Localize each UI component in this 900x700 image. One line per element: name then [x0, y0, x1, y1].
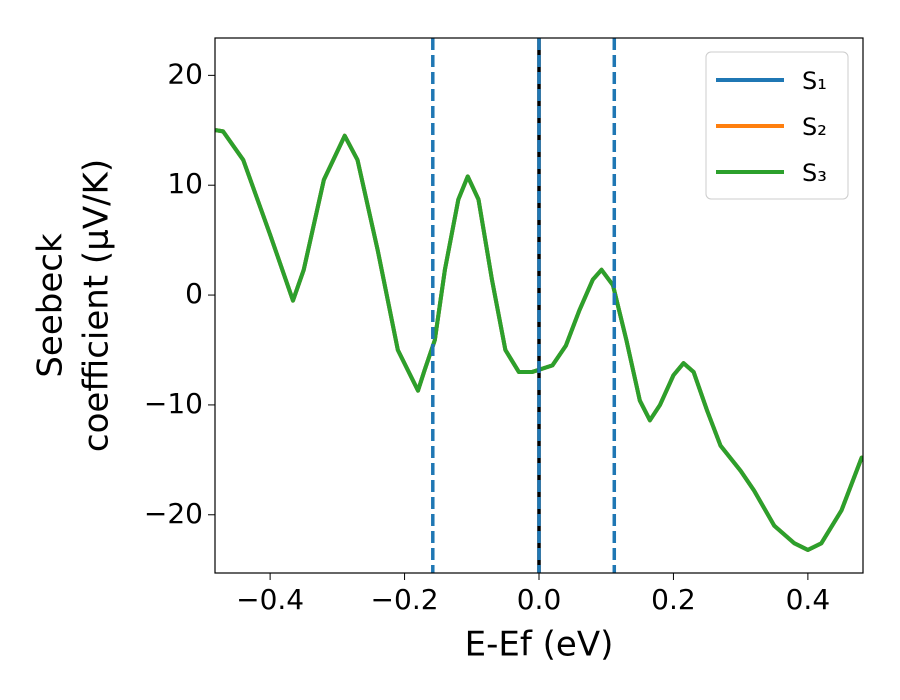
x-tick-label: 0.4	[786, 583, 831, 616]
y-tick-label: 0	[185, 277, 203, 310]
y-tick-label: 10	[167, 167, 203, 200]
plot-frame	[214, 37, 864, 574]
y-axis-label: coefficient (μV/K)	[77, 159, 117, 452]
x-tick-label: 0.0	[517, 583, 562, 616]
x-axis-label: E-Ef (eV)	[465, 625, 614, 665]
legend-label: S₃	[802, 159, 827, 187]
y-tick-label: −20	[144, 497, 203, 530]
series-line	[215, 128, 863, 552]
x-tick-label: 0.2	[651, 583, 696, 616]
y-axis-label: Seebeck	[31, 233, 71, 378]
x-tick-label: −0.4	[236, 583, 304, 616]
y-tick-label: 20	[167, 57, 203, 90]
y-tick-label: −10	[144, 387, 203, 420]
plot	[215, 38, 863, 573]
legend-label: S₂	[802, 113, 827, 141]
x-tick-label: −0.2	[371, 583, 439, 616]
legend-label: S₁	[802, 67, 827, 95]
